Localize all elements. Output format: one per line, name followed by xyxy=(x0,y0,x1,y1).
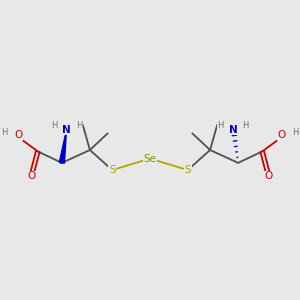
Text: O: O xyxy=(14,130,22,140)
Text: H: H xyxy=(292,128,298,137)
Text: H: H xyxy=(2,128,8,137)
Text: O: O xyxy=(278,130,286,140)
Text: S: S xyxy=(109,165,116,175)
Text: H: H xyxy=(242,121,249,130)
Text: N: N xyxy=(62,125,71,135)
Polygon shape xyxy=(59,130,66,163)
Text: O: O xyxy=(27,171,35,181)
Text: Se: Se xyxy=(143,154,157,164)
Text: S: S xyxy=(184,165,191,175)
Text: O: O xyxy=(265,171,273,181)
Text: H: H xyxy=(51,121,58,130)
Text: N: N xyxy=(229,125,238,135)
Text: H: H xyxy=(217,121,224,130)
Text: H: H xyxy=(76,121,83,130)
